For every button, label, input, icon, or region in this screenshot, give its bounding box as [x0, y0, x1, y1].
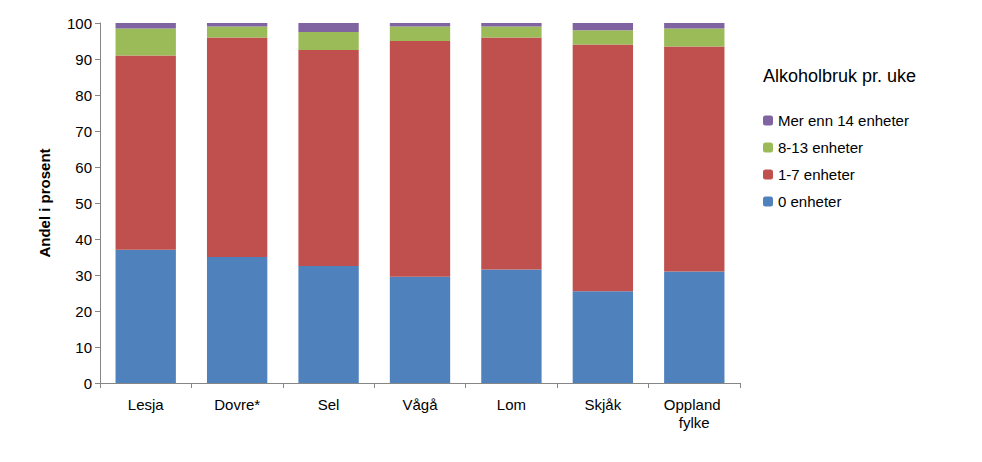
svg-text:10: 10	[75, 339, 92, 356]
svg-text:Oppland: Oppland	[664, 396, 725, 413]
svg-text:Dovre*: Dovre*	[214, 396, 260, 413]
svg-text:8-13 enheter: 8-13 enheter	[778, 139, 863, 156]
svg-text:40: 40	[75, 231, 92, 248]
svg-text:90: 90	[75, 51, 92, 68]
svg-text:Andel i prosent: Andel i prosent	[36, 148, 53, 257]
svg-text:Mer enn 14 enheter: Mer enn 14 enheter	[778, 112, 909, 129]
svg-text:50: 50	[75, 195, 92, 212]
svg-text:0 enheter: 0 enheter	[778, 193, 841, 210]
svg-text:fylke: fylke	[679, 414, 710, 431]
svg-text:30: 30	[75, 267, 92, 284]
svg-text:80: 80	[75, 87, 92, 104]
svg-text:Alkoholbruk pr. uke: Alkoholbruk pr. uke	[763, 66, 916, 86]
svg-text:Skjåk: Skjåk	[585, 396, 622, 413]
svg-text:0: 0	[84, 375, 92, 392]
svg-text:20: 20	[75, 303, 92, 320]
svg-text:Sel: Sel	[318, 396, 340, 413]
svg-text:Vågå: Vågå	[402, 396, 438, 413]
svg-text:Lom: Lom	[497, 396, 526, 413]
svg-text:1-7 enheter: 1-7 enheter	[778, 166, 855, 183]
svg-text:70: 70	[75, 123, 92, 140]
svg-text:Lesja: Lesja	[128, 396, 165, 413]
svg-text:100: 100	[67, 15, 92, 32]
svg-text:60: 60	[75, 159, 92, 176]
